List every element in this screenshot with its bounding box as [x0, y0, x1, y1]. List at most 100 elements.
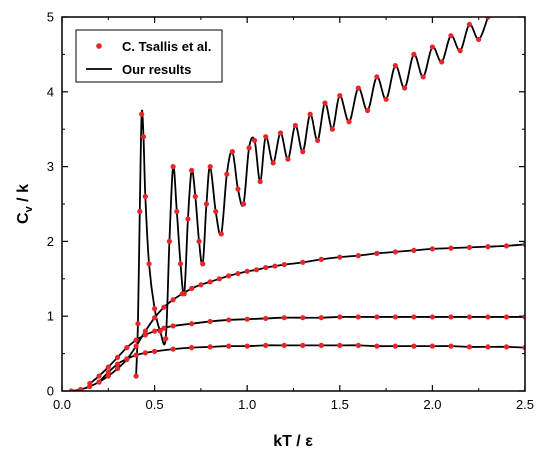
data-point	[226, 317, 232, 323]
data-point	[392, 314, 398, 320]
x-tick-label: 1.0	[238, 397, 256, 412]
x-tick-label: 1.5	[331, 397, 349, 412]
data-point	[189, 167, 195, 173]
data-point	[244, 316, 250, 322]
data-point	[503, 344, 510, 350]
data-point	[170, 346, 176, 352]
data-point	[157, 328, 163, 334]
data-point	[185, 216, 191, 222]
data-point	[392, 343, 398, 349]
data-point	[179, 291, 185, 297]
data-point	[281, 261, 287, 268]
y-tick-label: 3	[47, 159, 54, 174]
data-point	[392, 63, 398, 69]
data-point	[192, 193, 198, 200]
data-point	[235, 270, 241, 277]
data-point	[207, 279, 213, 285]
data-point	[166, 238, 173, 244]
data-point	[346, 119, 352, 125]
data-point	[448, 314, 454, 320]
data-point	[476, 36, 482, 43]
data-point	[429, 343, 435, 349]
data-point	[240, 201, 247, 207]
data-point	[300, 259, 306, 265]
data-point	[170, 323, 176, 329]
x-tick-label: 2.0	[423, 397, 441, 412]
data-point	[142, 350, 148, 356]
x-tick-label: 2.5	[516, 397, 534, 412]
data-point	[457, 48, 463, 54]
data-point	[105, 373, 111, 379]
x-tick-label: 0.0	[53, 397, 71, 412]
y-tick-label: 4	[47, 84, 54, 99]
data-point	[337, 314, 343, 320]
data-point	[485, 314, 491, 320]
data-point	[318, 342, 324, 348]
data-point	[189, 285, 195, 292]
data-point	[466, 314, 473, 320]
result-curve-4	[98, 344, 525, 383]
data-point	[411, 343, 417, 349]
data-point	[142, 328, 148, 334]
data-point	[235, 186, 241, 192]
data-point	[216, 276, 223, 282]
data-point	[314, 137, 321, 144]
data-point	[411, 51, 417, 58]
data-point	[270, 160, 276, 166]
data-point	[337, 342, 343, 348]
data-point	[263, 342, 269, 348]
data-point	[485, 344, 491, 350]
data-point	[402, 85, 408, 91]
data-point	[152, 306, 158, 312]
data-point	[133, 373, 139, 379]
data-point	[198, 282, 204, 288]
data-point	[142, 193, 148, 200]
data-point	[448, 245, 454, 251]
data-point	[322, 100, 328, 106]
data-point	[355, 342, 361, 348]
data-point	[329, 126, 335, 132]
data-point	[272, 263, 278, 269]
data-point	[281, 315, 287, 321]
data-point	[466, 21, 473, 28]
data-point	[114, 354, 121, 360]
data-point	[429, 314, 435, 320]
data-point	[146, 261, 152, 267]
data-point	[429, 246, 435, 252]
data-point	[374, 314, 380, 320]
data-point	[213, 208, 219, 215]
data-point	[318, 315, 324, 321]
data-point	[244, 343, 250, 349]
data-point	[374, 250, 380, 256]
data-point	[503, 243, 510, 249]
data-point	[203, 201, 210, 207]
data-point	[485, 244, 491, 250]
data-point	[355, 314, 361, 320]
data-point	[135, 321, 141, 327]
data-point	[105, 369, 111, 375]
data-point	[229, 149, 235, 155]
data-point	[252, 137, 258, 144]
data-point	[253, 267, 260, 273]
data-point	[226, 273, 232, 279]
data-point	[263, 134, 269, 140]
data-point	[170, 164, 176, 170]
data-point	[177, 261, 184, 267]
y-tick-label: 2	[47, 234, 54, 249]
data-point	[200, 261, 206, 267]
data-point	[124, 345, 130, 351]
legend-marker-points	[96, 43, 102, 49]
data-point	[318, 256, 324, 262]
data-point	[448, 33, 454, 39]
data-point	[448, 343, 454, 349]
data-point	[263, 264, 269, 271]
data-point	[137, 208, 143, 215]
data-point	[281, 342, 287, 348]
data-point	[292, 122, 298, 129]
data-point	[207, 164, 213, 170]
data-point	[466, 344, 473, 350]
data-point	[285, 156, 291, 162]
data-point	[174, 208, 180, 215]
data-point	[189, 321, 195, 327]
data-point	[246, 145, 252, 151]
